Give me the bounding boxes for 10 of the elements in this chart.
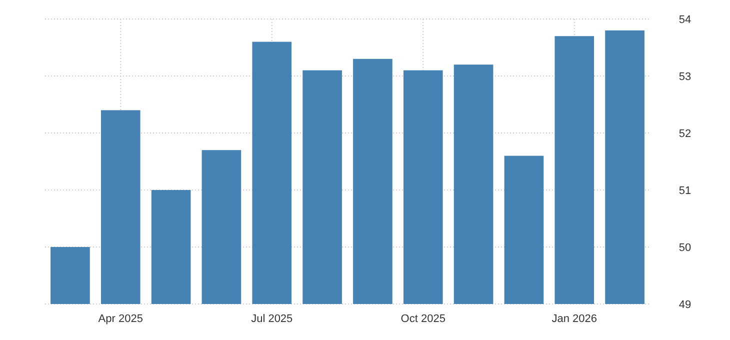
y-tick-label: 54 — [678, 14, 692, 26]
x-tick-label: Jan 2026 — [552, 313, 598, 325]
x-tick-label: Apr 2025 — [98, 313, 143, 325]
y-tick-label: 49 — [678, 298, 692, 311]
y-tick-label: 53 — [678, 70, 692, 83]
x-tick-label: Jul 2025 — [251, 313, 293, 325]
y-tick-label: 52 — [678, 128, 692, 140]
x-tick-label: Oct 2025 — [400, 313, 446, 325]
y-tick-label: 50 — [678, 242, 692, 254]
y-tick-label: 51 — [678, 184, 692, 197]
